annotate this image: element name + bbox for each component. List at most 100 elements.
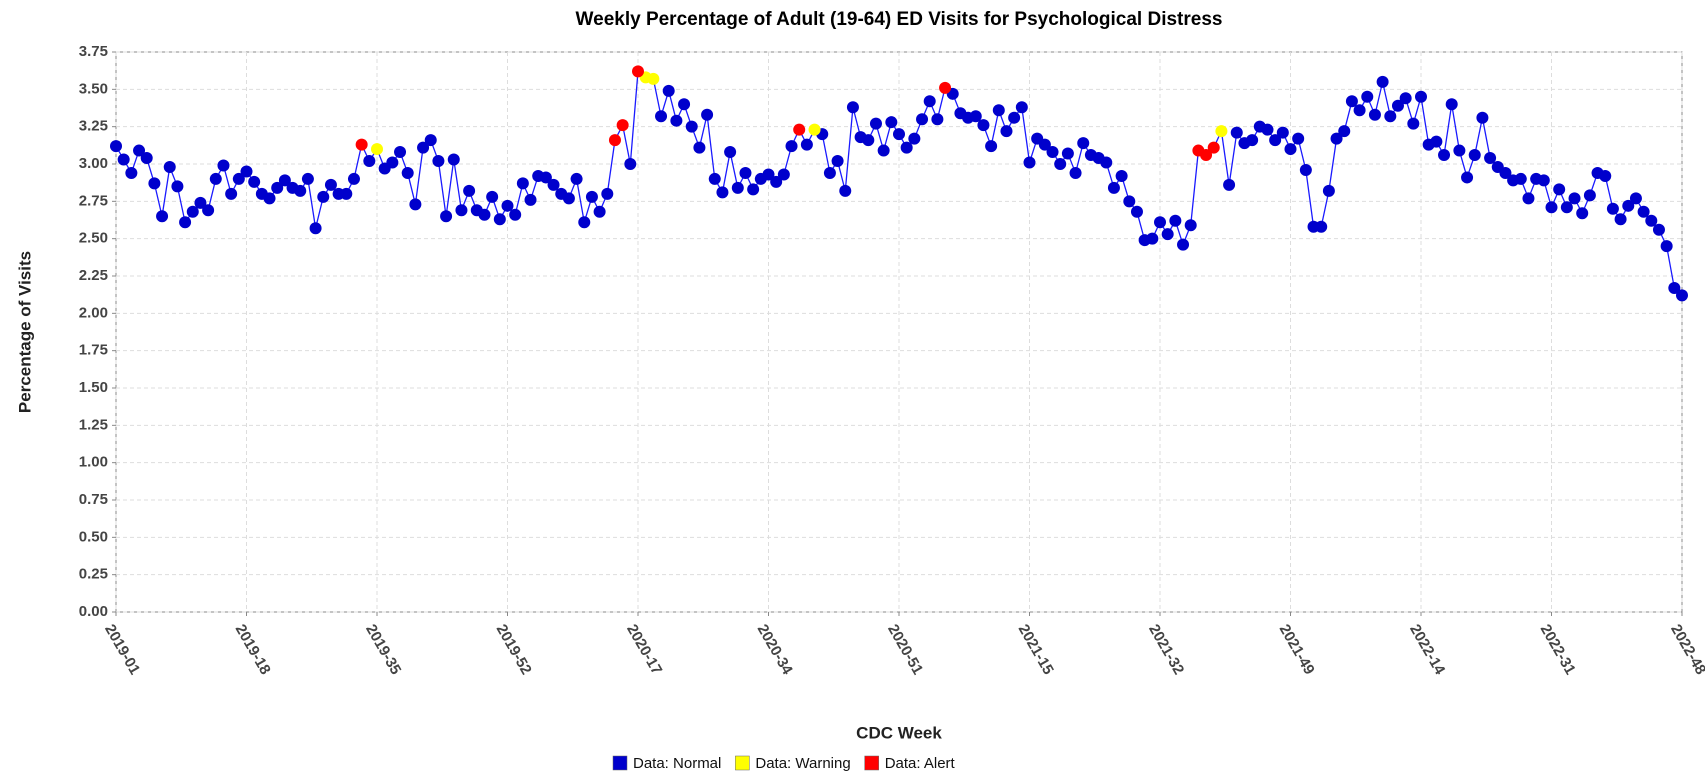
y-axis-title: Percentage of Visits: [15, 251, 34, 413]
x-tick-label: 2019-35: [362, 621, 404, 677]
data-point: [1622, 199, 1635, 212]
data-point: [493, 213, 506, 226]
data-point: [624, 158, 637, 170]
data-point: [455, 204, 468, 217]
data-point: [647, 72, 660, 85]
y-tick-label: 2.75: [79, 192, 108, 209]
x-tick-label: 2020-34: [754, 621, 797, 678]
data-point: [440, 210, 453, 223]
data-point: [501, 199, 514, 212]
data-point: [1330, 132, 1343, 145]
data-point: [194, 196, 207, 209]
data-point: [770, 175, 783, 188]
data-point: [125, 166, 138, 179]
data-point: [1284, 143, 1297, 156]
data-point: [117, 153, 130, 166]
data-point: [1322, 184, 1335, 197]
data-point: [1299, 163, 1312, 176]
data-point: [616, 119, 629, 132]
data-point: [209, 172, 222, 185]
data-point: [1537, 174, 1550, 187]
x-tick-label: 2020-51: [884, 621, 926, 677]
data-point: [1261, 123, 1274, 136]
y-tick-label: 3.25: [79, 118, 108, 135]
data-point: [977, 119, 990, 132]
data-point: [217, 159, 230, 172]
data-point: [1223, 178, 1236, 191]
data-point: [916, 113, 929, 126]
data-point: [1453, 144, 1466, 157]
data-point: [317, 190, 330, 203]
data-point: [1576, 207, 1589, 220]
data-point: [1077, 137, 1090, 150]
data-point: [486, 190, 499, 203]
y-tick-label: 0.75: [79, 491, 108, 508]
data-point: [1568, 192, 1581, 205]
data-point: [1522, 192, 1535, 205]
data-point: [171, 180, 184, 193]
data-point: [823, 166, 836, 179]
data-point: [862, 134, 875, 147]
data-point: [202, 204, 215, 217]
data-point: [1100, 156, 1113, 169]
data-point: [140, 152, 153, 165]
data-point: [785, 140, 798, 153]
legend-swatch: [864, 755, 879, 771]
data-point: [762, 168, 775, 181]
data-point: [670, 114, 683, 127]
data-point: [885, 116, 898, 129]
data-point: [655, 110, 668, 123]
data-point: [1553, 183, 1566, 196]
data-point: [432, 155, 445, 168]
data-point: [110, 140, 122, 153]
data-point: [1461, 171, 1474, 184]
data-point: [1130, 205, 1143, 218]
data-point: [1430, 135, 1443, 148]
data-point: [724, 146, 737, 159]
data-point: [662, 84, 675, 97]
y-tick-label: 2.25: [79, 267, 108, 284]
data-point: [1269, 134, 1282, 147]
data-point: [869, 117, 882, 130]
data-point: [1200, 149, 1213, 162]
x-axis-title: CDC Week: [856, 723, 942, 742]
data-point: [739, 166, 752, 179]
data-point: [539, 171, 552, 184]
data-point: [424, 134, 437, 147]
data-point: [363, 155, 376, 168]
y-tick-label: 1.75: [79, 342, 108, 359]
data-point: [478, 208, 491, 221]
x-tick-label: 2021-49: [1276, 621, 1318, 677]
x-tick-label: 2021-32: [1145, 621, 1187, 677]
data-point: [908, 132, 921, 145]
data-point: [1676, 289, 1688, 302]
data-point: [900, 141, 913, 154]
data-point: [1069, 166, 1082, 179]
data-point: [1476, 111, 1489, 124]
data-point: [747, 183, 760, 196]
data-point: [1215, 125, 1228, 138]
data-point: [1645, 214, 1658, 227]
x-tick-label: 2022-14: [1406, 621, 1449, 678]
data-point: [570, 172, 583, 185]
data-point: [1445, 98, 1458, 111]
data-point: [839, 184, 852, 197]
legend-label: Data: Normal: [633, 755, 721, 772]
data-point: [923, 95, 936, 108]
data-point: [608, 134, 621, 147]
data-point: [1169, 214, 1182, 227]
data-point: [1514, 172, 1527, 185]
data-point: [1230, 126, 1243, 139]
data-point: [1207, 141, 1220, 154]
data-point: [800, 138, 813, 151]
data-point: [1345, 95, 1358, 108]
x-tick-label: 2019-18: [232, 621, 274, 677]
x-tick-label: 2022-31: [1537, 621, 1579, 677]
data-point: [831, 155, 844, 168]
data-point: [225, 187, 238, 200]
legend-swatch: [612, 755, 628, 771]
data-point: [1107, 181, 1120, 194]
data-point: [1246, 134, 1259, 147]
data-point: [1184, 219, 1197, 232]
data-point: [1583, 189, 1596, 202]
